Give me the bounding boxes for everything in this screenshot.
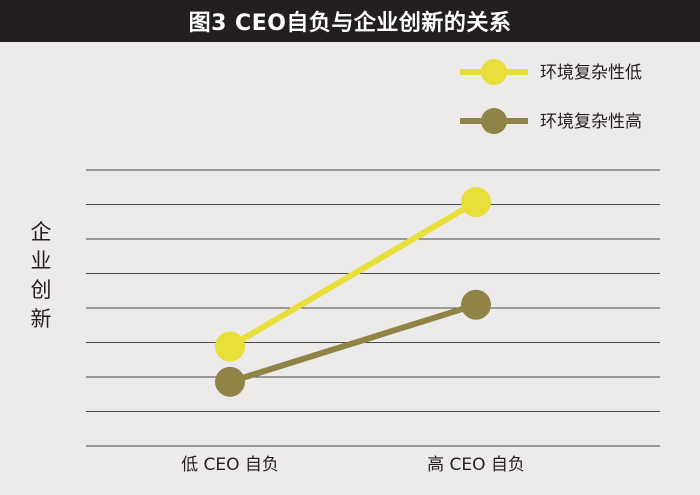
legend-marker [481,108,507,134]
series-line-2 [227,301,479,385]
x-tick-labels: 低 CEO 自负 高 CEO 自负 [181,455,525,475]
x-tick-label: 高 CEO 自负 [427,455,525,475]
y-axis-label: 企业创新 [30,220,52,331]
x-tick-label: 低 CEO 自负 [181,455,279,475]
gridlines [86,169,660,447]
legend-label: 环境复杂性低 [540,63,642,83]
series-lines [215,187,491,397]
data-point [461,289,491,320]
data-point [215,366,245,397]
title-bar: 图3 CEO自负与企业创新的关系 [0,0,700,42]
series-line-1 [227,199,479,350]
chart-title: 图3 CEO自负与企业创新的关系 [188,11,512,36]
legend-label: 环境复杂性高 [540,112,642,132]
legend-marker [481,59,507,85]
data-point [461,187,491,218]
data-point [215,331,245,362]
